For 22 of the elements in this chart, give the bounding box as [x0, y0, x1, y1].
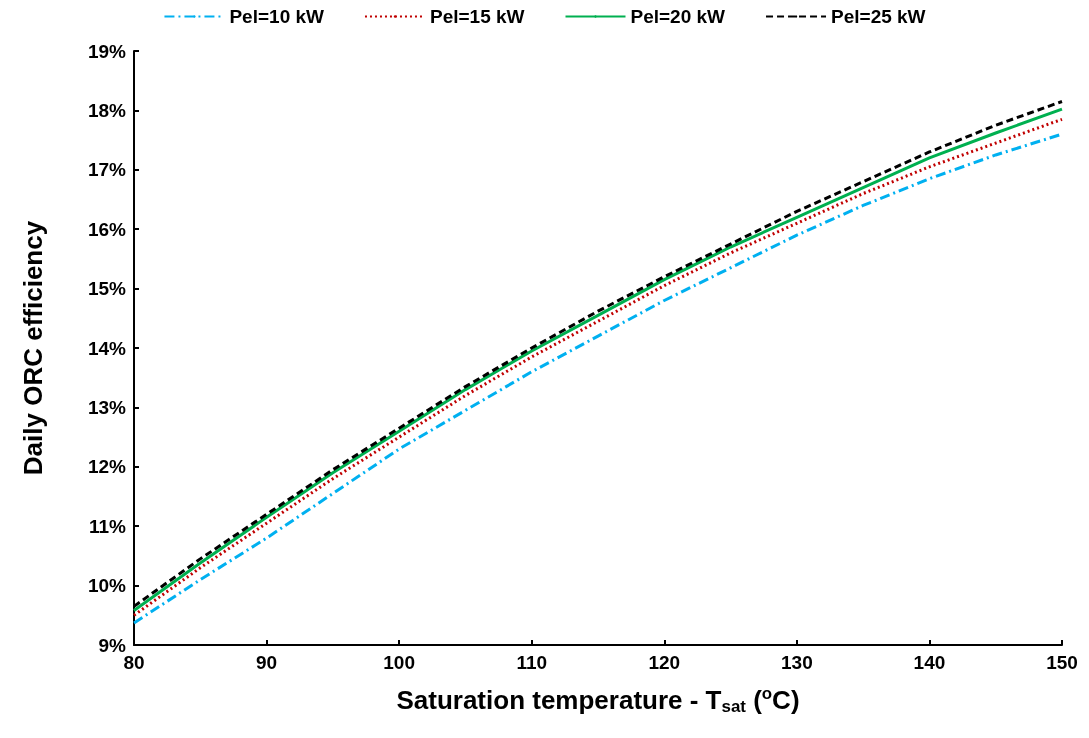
legend-label: Pel=15 kW — [429, 6, 525, 27]
y-tick-label: 15% — [87, 278, 127, 300]
legend-label: Pel=20 kW — [630, 6, 726, 27]
y-tick-label: 10% — [87, 575, 127, 597]
y-tick-label: 17% — [87, 159, 127, 181]
x-tick-label: 110 — [516, 652, 548, 673]
y-tick-label: 16% — [87, 218, 127, 240]
x-tick-label: 130 — [781, 652, 813, 673]
y-tick-label: 11% — [89, 515, 127, 537]
y-tick-label: 13% — [87, 396, 127, 418]
y-axis-title: Daily ORC efficiency — [18, 220, 48, 476]
legend-label: Pel=25 kW — [831, 6, 926, 27]
x-tick-label: 90 — [256, 652, 278, 673]
legend-label: Pel=10 kW — [229, 6, 325, 27]
x-tick-label: 120 — [648, 652, 681, 673]
y-tick-label: 14% — [87, 337, 127, 359]
y-tick-label: 12% — [87, 456, 127, 478]
x-tick-label: 150 — [1046, 652, 1078, 673]
y-tick-label: 18% — [87, 99, 127, 121]
x-tick-label: 140 — [913, 652, 946, 673]
y-tick-label: 19% — [87, 40, 127, 62]
x-tick-label: 100 — [383, 652, 415, 673]
